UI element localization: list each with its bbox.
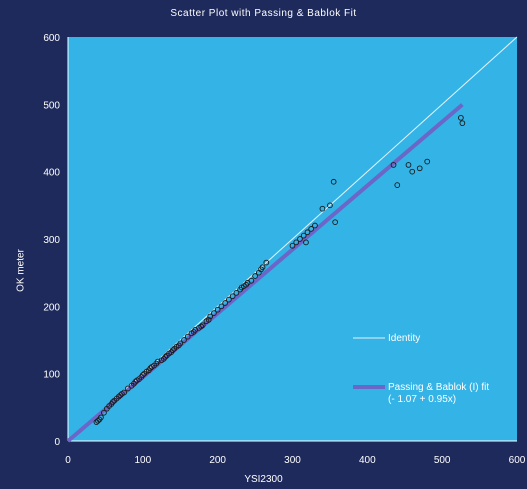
x-tick-label: 400 <box>359 455 376 466</box>
data-point <box>319 205 326 212</box>
data-point <box>233 290 240 296</box>
x-tick-label: 600 <box>509 455 526 466</box>
data-point <box>110 399 116 405</box>
identity-line <box>67 36 518 442</box>
data-point <box>390 162 397 168</box>
x-ticks: 0 100 200 300 400 500 600 <box>65 455 526 466</box>
data-point <box>211 310 217 316</box>
data-point <box>409 168 416 175</box>
chart-title: Scatter Plot with Passing & Bablok Fit <box>170 8 357 19</box>
x-tick-label: 300 <box>284 455 301 466</box>
data-point <box>177 340 184 347</box>
data-point <box>226 296 232 303</box>
data-point <box>205 316 212 323</box>
data-points <box>93 114 466 425</box>
data-point <box>101 409 107 416</box>
data-point <box>181 337 187 343</box>
data-point <box>198 323 205 330</box>
data-point <box>95 417 101 424</box>
x-tick-label: 0 <box>65 455 71 466</box>
data-point <box>125 385 131 392</box>
data-point <box>222 300 229 306</box>
data-point <box>405 162 412 168</box>
data-point <box>162 353 169 360</box>
x-tick-label: 200 <box>209 455 226 466</box>
data-point <box>394 182 401 188</box>
data-point <box>289 242 296 249</box>
data-point <box>229 293 236 300</box>
data-point <box>139 372 146 378</box>
data-point <box>121 389 127 396</box>
data-point <box>330 178 337 185</box>
legend-fit-label: Passing & Bablok (I) fit <box>388 382 489 393</box>
data-point <box>199 322 206 329</box>
data-point <box>252 273 258 279</box>
data-point <box>214 306 221 313</box>
data-point <box>416 165 423 172</box>
data-point <box>308 226 315 232</box>
y-ticks: 0 100 200 300 400 500 600 <box>43 33 60 448</box>
data-point <box>424 158 431 165</box>
legend-identity-label: Identity <box>388 333 420 344</box>
legend-fit-equation: (- 1.07 + 0.95x) <box>388 394 456 405</box>
data-point <box>300 232 307 239</box>
y-tick-label: 0 <box>54 437 60 448</box>
x-tick-label: 500 <box>434 455 451 466</box>
y-tick-label: 200 <box>43 302 60 313</box>
y-tick-label: 400 <box>43 168 60 179</box>
data-point <box>184 333 191 340</box>
data-point <box>293 239 300 246</box>
data-point <box>98 414 104 421</box>
data-point <box>332 219 339 226</box>
data-point <box>117 392 124 399</box>
x-tick-label: 100 <box>134 455 151 466</box>
data-point <box>459 120 466 127</box>
y-tick-label: 600 <box>43 33 60 44</box>
data-point <box>312 222 318 229</box>
x-axis-label: YSI2300 <box>244 474 283 485</box>
data-point <box>248 277 255 284</box>
data-point <box>147 365 154 372</box>
y-tick-label: 100 <box>43 370 60 381</box>
data-point <box>207 313 214 320</box>
y-tick-label: 300 <box>43 235 60 246</box>
data-point <box>303 239 309 246</box>
data-point <box>327 202 333 209</box>
data-point <box>218 303 225 310</box>
data-point <box>297 236 303 242</box>
data-point <box>458 114 464 121</box>
legend: Identity Passing & Bablok (I) fit (- 1.0… <box>353 333 489 405</box>
data-point <box>263 259 270 266</box>
data-point <box>154 358 161 365</box>
data-point <box>304 229 311 236</box>
y-tick-label: 500 <box>43 100 60 111</box>
data-point <box>259 264 266 271</box>
data-point <box>169 347 176 353</box>
data-point <box>132 378 139 385</box>
